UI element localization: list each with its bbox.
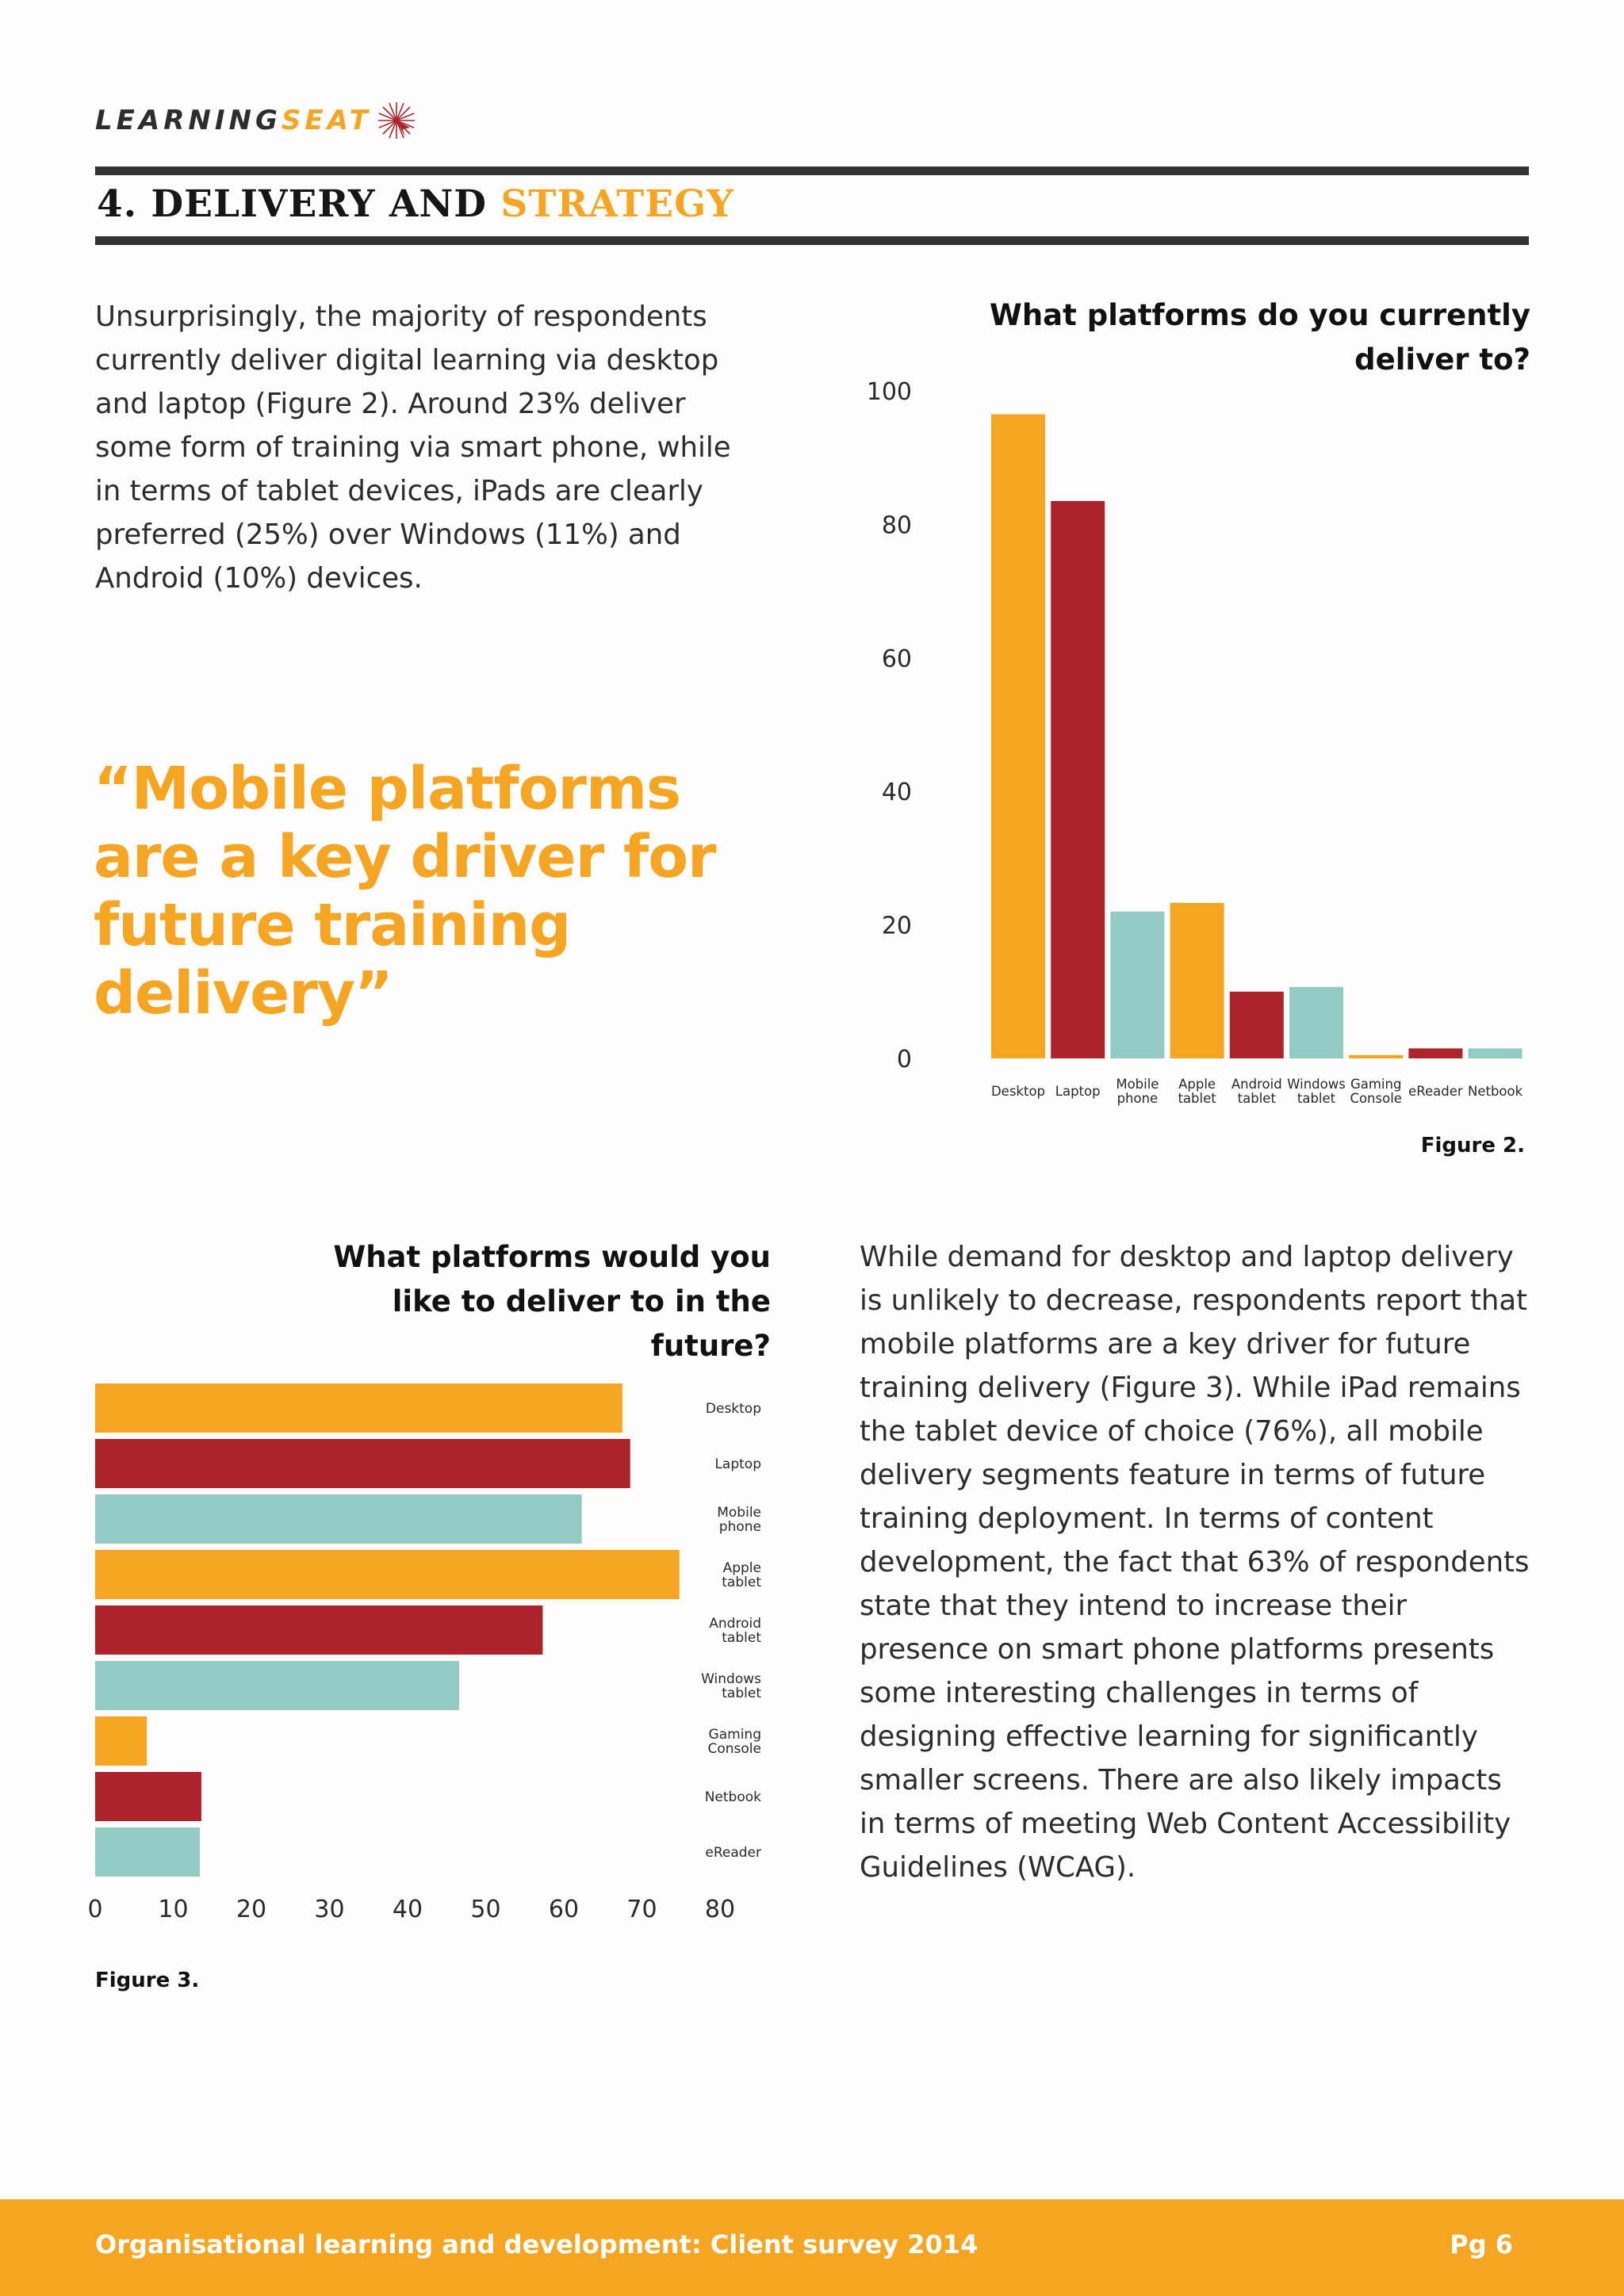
heading-rule-bottom [95,236,1529,245]
body-paragraph-2: While demand for desktop and laptop deli… [860,1241,1530,1884]
bar [95,1439,630,1488]
y-tick-label: Android [709,1616,761,1632]
y-tick-label: Desktop [706,1401,761,1417]
x-tick-label: 50 [470,1896,500,1923]
x-tick-label: Laptop [1055,1084,1101,1099]
bar [1110,911,1165,1058]
y-tick-label: Gaming [709,1727,761,1743]
y-tick-label: 40 [882,779,912,806]
x-tick-label: Console [1350,1091,1402,1106]
bar [95,1827,200,1877]
logo-text-seat: SEAT [281,105,372,136]
bar [95,1605,543,1655]
figure2-title: What platforms do you currently deliver … [990,298,1530,377]
x-tick-label: Android [1231,1077,1282,1092]
x-tick-label: 30 [314,1896,344,1923]
bar [1408,1048,1463,1058]
x-tick-label: phone [1117,1091,1159,1106]
y-tick-label: tablet [722,1686,761,1701]
y-tick-label: 100 [867,378,912,406]
page-number: Pg 6 [1450,2229,1513,2260]
learningseat-logo: LEARNING SEAT [95,100,418,141]
y-tick-label: Mobile [717,1505,761,1521]
figure3-title: What platforms would you like to deliver… [333,1240,771,1363]
bar [95,1772,201,1821]
starburst-icon [377,102,415,139]
bar [1349,1054,1404,1058]
logo-text-learning: LEARNING [95,105,282,136]
y-tick-label: tablet [722,1575,761,1590]
bar [1051,500,1105,1058]
figure3-label: Figure 3. [95,1969,200,1992]
y-tick-label: 60 [882,645,912,673]
section-title-accent: STRATEGY [500,182,734,226]
x-tick-label: Apple [1178,1077,1216,1092]
x-tick-label: tablet [1297,1091,1336,1106]
y-tick-label: Laptop [714,1456,761,1472]
bar [95,1494,582,1544]
x-tick-label: Mobile [1116,1077,1159,1092]
bar [95,1383,622,1433]
section-title-main: 4. DELIVERY AND [97,182,488,226]
x-tick-label: 40 [393,1896,423,1923]
x-tick-label: 60 [549,1896,579,1923]
x-tick-label: tablet [1178,1091,1216,1106]
x-tick-label: tablet [1238,1091,1277,1106]
y-tick-label: 20 [882,913,912,940]
y-tick-label: Apple [723,1560,761,1576]
y-tick-label: tablet [722,1630,761,1646]
x-tick-label: eReader [1408,1084,1463,1099]
bar [1229,991,1284,1058]
x-tick-label: Gaming [1350,1077,1402,1092]
x-tick-label: 10 [158,1896,188,1923]
intro-paragraph: Unsurprisingly, the majority of responde… [95,300,731,595]
section-title: 4. DELIVERY AND STRATEGY [97,182,734,226]
bar [1170,902,1224,1058]
bar [1468,1048,1522,1058]
y-tick-label: eReader [705,1845,761,1861]
y-tick-label: Windows [701,1671,761,1687]
y-tick-label: Console [708,1741,762,1757]
bar [991,414,1045,1058]
x-tick-label: 80 [705,1896,735,1923]
x-tick-label: Desktop [991,1084,1045,1099]
figure2-label: Figure 2. [1420,1134,1525,1158]
pull-quote: “Mobile platforms are a key driver for f… [94,755,717,1027]
x-tick-label: Windows [1287,1077,1346,1092]
x-tick-label: Netbook [1468,1084,1523,1099]
bar [95,1550,680,1599]
footer-title: Organisational learning and development:… [95,2229,979,2260]
y-tick-label: Netbook [705,1789,761,1805]
heading-rule-top [95,166,1529,175]
x-tick-label: 70 [626,1896,657,1923]
y-tick-label: 0 [897,1046,912,1073]
bar [1289,986,1343,1058]
footer-bar: Organisational learning and development:… [0,2199,1624,2296]
y-tick-label: phone [719,1519,761,1535]
bar [95,1716,147,1766]
figure3-chart: DesktopLaptopMobilephoneAppletabletAndro… [87,1383,762,1923]
bar [95,1661,460,1710]
x-tick-label: 20 [236,1896,266,1923]
y-tick-label: 80 [882,511,912,539]
x-tick-label: 0 [87,1896,102,1923]
